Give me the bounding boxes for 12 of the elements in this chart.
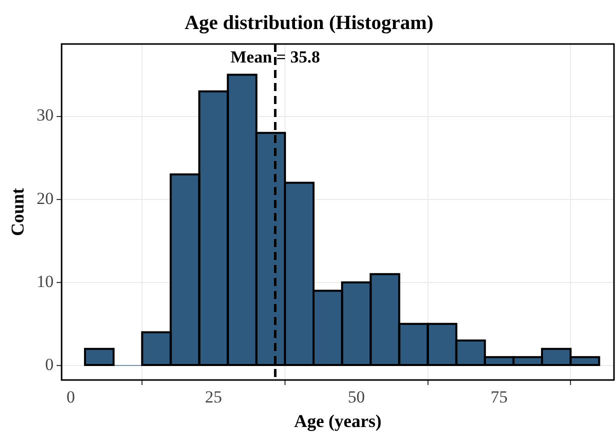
y-tick-label: 30: [36, 106, 54, 125]
chart-title: Age distribution (Histogram): [184, 12, 434, 34]
y-axis-title: Count: [7, 188, 28, 236]
ref-line-label: Mean = 35.8: [230, 47, 320, 66]
y-tick-label: 20: [36, 188, 54, 208]
x-tick-label: 25: [205, 388, 222, 407]
x-tick-label: 75: [490, 388, 508, 407]
y-tick-label: 0: [45, 354, 54, 374]
y-tick-label: 10: [36, 272, 54, 291]
x-axis-title: Age (years): [294, 410, 382, 431]
x-tick-label: 50: [348, 388, 365, 407]
x-tick-label: 0: [66, 388, 75, 407]
